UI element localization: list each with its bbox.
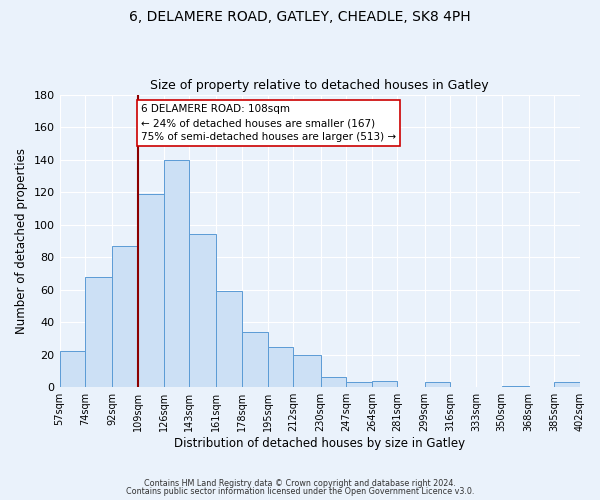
Bar xyxy=(425,382,450,387)
Bar xyxy=(217,292,242,387)
Title: Size of property relative to detached houses in Gatley: Size of property relative to detached ho… xyxy=(151,79,489,92)
Bar xyxy=(320,378,346,387)
Bar xyxy=(346,382,372,387)
Text: Contains public sector information licensed under the Open Government Licence v3: Contains public sector information licen… xyxy=(126,487,474,496)
Text: 6, DELAMERE ROAD, GATLEY, CHEADLE, SK8 4PH: 6, DELAMERE ROAD, GATLEY, CHEADLE, SK8 4… xyxy=(129,10,471,24)
Bar xyxy=(189,234,217,387)
Bar xyxy=(502,386,529,387)
Bar xyxy=(164,160,189,387)
Bar xyxy=(293,354,320,387)
Bar xyxy=(242,332,268,387)
Bar xyxy=(268,346,293,387)
Bar xyxy=(372,380,397,387)
Bar xyxy=(554,382,580,387)
Y-axis label: Number of detached properties: Number of detached properties xyxy=(15,148,28,334)
Text: Contains HM Land Registry data © Crown copyright and database right 2024.: Contains HM Land Registry data © Crown c… xyxy=(144,478,456,488)
Text: 6 DELAMERE ROAD: 108sqm
← 24% of detached houses are smaller (167)
75% of semi-d: 6 DELAMERE ROAD: 108sqm ← 24% of detache… xyxy=(141,104,396,142)
Bar xyxy=(112,246,138,387)
Bar xyxy=(59,352,85,387)
Bar xyxy=(85,276,112,387)
X-axis label: Distribution of detached houses by size in Gatley: Distribution of detached houses by size … xyxy=(174,437,466,450)
Bar xyxy=(138,194,164,387)
